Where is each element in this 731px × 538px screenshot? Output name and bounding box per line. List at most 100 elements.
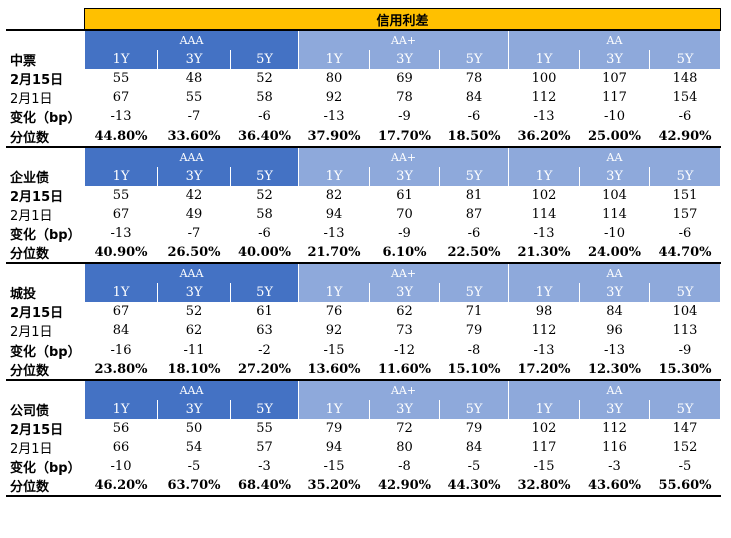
- tenor-header: 3Y: [369, 166, 440, 186]
- tenor-header: 5Y: [649, 166, 721, 186]
- table-cell: 36.20%: [508, 126, 580, 148]
- table-cell: 72: [369, 418, 440, 438]
- table-cell: 17.20%: [508, 359, 580, 381]
- table-cell: 55: [84, 69, 158, 89]
- table-cell: 21.30%: [508, 243, 580, 265]
- table-cell: -7: [157, 223, 231, 244]
- table-cell: 40.90%: [84, 243, 158, 265]
- table-cell: 24.00%: [579, 243, 650, 265]
- tenor-header: 1Y: [298, 283, 370, 303]
- header-blank-cell: [6, 262, 85, 284]
- table-row: 变化（bp） -16 -11 -2 -15 -12 -8 -13 -13 -9: [6, 340, 721, 360]
- tenor-header: 3Y: [579, 283, 650, 303]
- table-cell: -13: [508, 340, 580, 360]
- rating-header: AAA: [84, 145, 299, 167]
- table-cell: 52: [230, 185, 299, 205]
- table-cell: 112: [579, 418, 650, 438]
- table-cell: 114: [508, 204, 580, 224]
- tenor-header: 5Y: [439, 399, 509, 419]
- tenor-header: 5Y: [439, 50, 509, 70]
- table-cell: 79: [298, 418, 370, 438]
- tenor-header: 5Y: [439, 166, 509, 186]
- table-cell: 148: [649, 69, 721, 89]
- table-cell: 15.10%: [439, 359, 509, 381]
- table-cell: -13: [508, 223, 580, 244]
- table-cell: 61: [230, 302, 299, 322]
- rating-header: AA+: [298, 28, 509, 51]
- table-cell: 94: [298, 204, 370, 224]
- rating-header: AAA: [84, 28, 299, 51]
- table-cell: 17.70%: [369, 126, 440, 148]
- tenor-header: 1Y: [298, 166, 370, 186]
- table-cell: 79: [439, 321, 509, 341]
- table-cell: -13: [298, 223, 370, 244]
- table-cell: 33.60%: [157, 126, 231, 148]
- row-label: 2月1日: [6, 321, 85, 341]
- table-title: 信用利差: [84, 8, 721, 31]
- table-cell: 58: [230, 88, 299, 108]
- table-cell: 98: [508, 302, 580, 322]
- table-cell: -15: [298, 340, 370, 360]
- rating-header: AA+: [298, 378, 509, 400]
- table-row: 2月15日 55 42 52 82 61 81 102 104 151: [6, 185, 721, 205]
- rating-header: AA: [508, 378, 721, 400]
- tenor-header: 3Y: [369, 283, 440, 303]
- table-cell: 6.10%: [369, 243, 440, 265]
- rating-header-row: AAA AA+ AA: [6, 145, 721, 167]
- table-cell: 84: [439, 437, 509, 458]
- table-cell: -3: [230, 457, 299, 477]
- table-cell: 15.30%: [649, 359, 721, 381]
- table-cell: 151: [649, 185, 721, 205]
- row-label: 2月15日: [6, 302, 85, 322]
- table-cell: 107: [579, 69, 650, 89]
- table-row: 分位数 23.80% 18.10% 27.20% 13.60% 11.60% 15.10% 1…: [6, 359, 721, 381]
- table-cell: 102: [508, 418, 580, 438]
- table-cell: -6: [439, 223, 509, 244]
- table-cell: 117: [508, 437, 580, 458]
- table-cell: -5: [157, 457, 231, 477]
- table-cell: 82: [298, 185, 370, 205]
- row-label: 变化（bp）: [6, 457, 85, 477]
- credit-spread-table: 信用利差 AAA AA+ AA 中票 1Y 3Y 5Y 1Y 3Y 5Y 1Y 3Y 5Y 2月15日 55…: [6, 8, 721, 498]
- table-cell: 84: [84, 321, 158, 341]
- table-cell: 50: [157, 418, 231, 438]
- tenor-header: 1Y: [508, 283, 580, 303]
- table-cell: 66: [84, 437, 158, 458]
- row-label: 2月1日: [6, 204, 85, 224]
- row-label: 变化（bp）: [6, 340, 85, 360]
- table-cell: 63: [230, 321, 299, 341]
- tenor-header: 5Y: [649, 399, 721, 419]
- table-row: 变化（bp） -13 -7 -6 -13 -9 -6 -13 -10 -6: [6, 107, 721, 127]
- row-label: 2月15日: [6, 185, 85, 205]
- table-row: 2月15日 55 48 52 80 69 78 100 107 148: [6, 69, 721, 89]
- table-cell: 73: [369, 321, 440, 341]
- table-cell: 44.80%: [84, 126, 158, 148]
- table-cell: 92: [298, 88, 370, 108]
- table-cell: -12: [369, 340, 440, 360]
- tenor-header: 5Y: [230, 283, 299, 303]
- tenor-header: 3Y: [369, 50, 440, 70]
- table-cell: 80: [369, 437, 440, 458]
- rating-header-row: AAA AA+ AA: [6, 378, 721, 400]
- table-cell: 44.70%: [649, 243, 721, 265]
- table-cell: 100: [508, 69, 580, 89]
- table-cell: 62: [369, 302, 440, 322]
- table-row: 2月1日 67 49 58 94 70 87 114 114 157: [6, 204, 721, 224]
- rating-header-row: AAA AA+ AA: [6, 28, 721, 51]
- table-cell: 116: [579, 437, 650, 458]
- table-cell: -13: [84, 223, 158, 244]
- table-cell: 22.50%: [439, 243, 509, 265]
- table-cell: 48: [157, 69, 231, 89]
- tenor-header: 1Y: [84, 50, 158, 70]
- table-cell: 43.60%: [579, 476, 650, 498]
- table-cell: 114: [579, 204, 650, 224]
- table-cell: -15: [298, 457, 370, 477]
- rating-header-row: AAA AA+ AA: [6, 262, 721, 284]
- table-cell: 23.80%: [84, 359, 158, 381]
- table-cell: 55: [157, 88, 231, 108]
- category-label: 城投: [6, 283, 85, 303]
- row-label: 变化（bp）: [6, 223, 85, 244]
- table-cell: -6: [230, 107, 299, 127]
- table-cell: 12.30%: [579, 359, 650, 381]
- table-cell: 63.70%: [157, 476, 231, 498]
